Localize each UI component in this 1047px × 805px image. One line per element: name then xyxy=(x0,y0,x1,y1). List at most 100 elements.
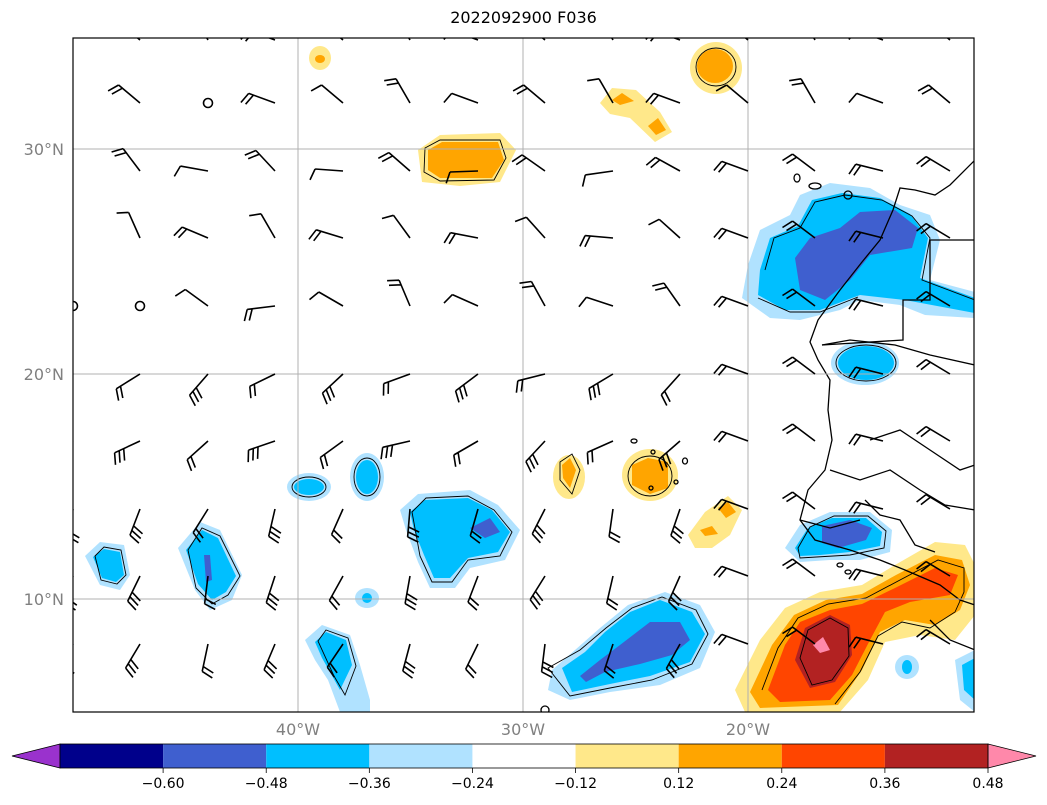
wind-barb xyxy=(665,643,681,679)
wind-barb xyxy=(916,628,951,645)
wind-barb xyxy=(713,565,749,578)
wind-barb xyxy=(377,151,411,172)
wind-barb xyxy=(848,433,884,446)
negative-blob xyxy=(350,453,384,501)
colorbar-swatch xyxy=(163,744,267,768)
wind-barb xyxy=(382,373,411,396)
wind-barb xyxy=(782,491,816,510)
wind-barb xyxy=(587,78,614,104)
wind-barb xyxy=(586,440,614,465)
positive-blob xyxy=(309,46,331,70)
wind-barb xyxy=(605,575,619,611)
contour-lines xyxy=(94,47,974,705)
wind-barb xyxy=(443,293,479,307)
positive-blob xyxy=(553,455,585,499)
wind-barb xyxy=(203,575,217,611)
wind-barb xyxy=(515,373,546,393)
wind-barb xyxy=(946,38,951,41)
wind-barb xyxy=(124,643,141,678)
map-frame xyxy=(72,37,975,713)
wind-barb xyxy=(782,423,816,442)
wind-barb xyxy=(652,282,681,307)
wind-barb xyxy=(713,498,749,511)
wind-barb xyxy=(339,38,344,41)
calm-circles xyxy=(73,97,214,312)
wind-barb xyxy=(848,501,884,514)
coastlines xyxy=(540,160,974,712)
wind-barb xyxy=(263,643,278,679)
wind-barb xyxy=(916,222,951,239)
wind-barb xyxy=(402,643,416,679)
wind-barb xyxy=(243,305,276,322)
wind-barb xyxy=(249,213,276,239)
wind-barb xyxy=(174,288,209,307)
wind-barb xyxy=(916,493,951,510)
wind-barb xyxy=(541,38,546,41)
colorbar-label: −0.36 xyxy=(348,776,391,792)
wind-barb xyxy=(321,373,344,405)
wind-barb xyxy=(579,234,614,248)
wind-barb xyxy=(848,230,884,243)
colorbar-label: −0.24 xyxy=(451,776,494,792)
wind-barb xyxy=(715,84,749,104)
wind-barb xyxy=(916,425,951,442)
wind-barb xyxy=(916,358,951,375)
wind-barb xyxy=(73,170,74,171)
wind-barb xyxy=(73,237,74,238)
lon-labels: 40°W 30°W 20°W xyxy=(276,720,770,739)
colorbar-swatch xyxy=(678,744,782,768)
wind-barb xyxy=(115,373,141,401)
wind-barb xyxy=(406,508,420,543)
wind-barb xyxy=(645,156,681,172)
colorbar-extend-min xyxy=(11,743,61,769)
wind-barb xyxy=(173,226,209,239)
wind-barb xyxy=(319,440,344,470)
colorbar: −0.60 −0.48 −0.36 −0.24 −0.12 0.12 0.24 0.36 0.4… xyxy=(11,743,1037,792)
wind-barb xyxy=(73,102,74,103)
wind-barb xyxy=(443,92,479,104)
wind-barb xyxy=(454,373,479,403)
lon-label-20w: 20°W xyxy=(726,720,770,739)
wind-barb xyxy=(387,279,411,307)
wind-barb xyxy=(201,643,214,679)
wind-barb xyxy=(126,575,141,611)
colorbar-label: 0.24 xyxy=(766,776,797,792)
colorbar-swatch xyxy=(472,744,576,768)
wind-barb xyxy=(670,508,684,544)
negative-blob xyxy=(742,183,974,320)
wind-barb xyxy=(309,168,344,181)
wind-barb xyxy=(645,92,681,105)
wind-barb xyxy=(244,149,276,172)
wind-barb xyxy=(116,211,141,239)
wind-barb xyxy=(603,643,616,679)
wind-barb xyxy=(73,441,74,443)
colorbar-label: −0.48 xyxy=(245,776,288,792)
negative-blob xyxy=(955,650,974,712)
wind-barb xyxy=(713,295,749,308)
wind-barb xyxy=(380,440,411,460)
wind-barb xyxy=(267,508,282,544)
wind-barb xyxy=(658,440,681,471)
wind-barb xyxy=(540,643,554,679)
wind-barb xyxy=(511,154,546,172)
lon-label-40w: 40°W xyxy=(276,720,320,739)
colorbar-label: 0.36 xyxy=(869,776,900,792)
map-area[interactable] xyxy=(39,16,975,714)
colorbar-extend-max xyxy=(987,743,1037,769)
wind-barb xyxy=(713,227,749,240)
wind-barb xyxy=(782,356,816,375)
colorbar-swatch xyxy=(369,744,473,768)
wind-barb xyxy=(467,575,480,611)
wind-barb xyxy=(648,218,681,239)
wind-barb xyxy=(848,568,884,581)
wind-barb xyxy=(173,165,209,177)
wind-barb xyxy=(308,229,344,242)
lat-label-30n: 30°N xyxy=(24,140,64,159)
positive-blob xyxy=(600,88,672,142)
wind-barb xyxy=(247,440,276,463)
wind-barb xyxy=(512,84,546,104)
wind-barb xyxy=(713,160,749,173)
wind-barb xyxy=(136,38,141,41)
wind-barb xyxy=(848,298,884,311)
wind-barb xyxy=(186,440,209,472)
